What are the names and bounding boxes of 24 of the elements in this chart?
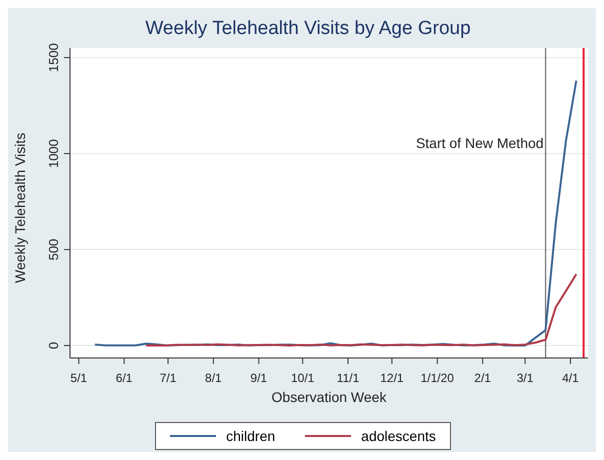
y-tick-label: 1500 bbox=[46, 43, 61, 72]
y-tick-label: 500 bbox=[46, 238, 61, 260]
chart-title: Weekly Telehealth Visits by Age Group bbox=[145, 18, 471, 39]
x-tick-label: 6/1 bbox=[116, 371, 133, 385]
y-tick-label: 0 bbox=[46, 342, 61, 350]
x-tick-label: 5/1 bbox=[70, 371, 88, 385]
line-series bbox=[145, 273, 578, 347]
x-axis-title: Observation Week bbox=[272, 389, 388, 405]
legend-label: adolescents bbox=[360, 428, 436, 444]
x-tick-label: 1/1/20 bbox=[420, 371, 454, 385]
x-tick-label: 11/1 bbox=[336, 371, 360, 385]
x-tick-label: 7/1 bbox=[160, 371, 177, 385]
x-tick-label: 12/1 bbox=[380, 371, 404, 385]
x-tick-label: 9/1 bbox=[250, 371, 268, 385]
line-series bbox=[94, 80, 578, 347]
x-tick-label: 8/1 bbox=[205, 371, 222, 385]
x-tick-label: 3/1 bbox=[516, 371, 534, 385]
y-axis-title: Weekly Telehealth Visits bbox=[12, 132, 28, 283]
legend-label: children bbox=[225, 428, 276, 444]
x-tick-label: 10/1 bbox=[290, 371, 315, 385]
x-tick-label: 2/1 bbox=[474, 371, 492, 385]
y-tick-label: 1000 bbox=[46, 139, 61, 168]
ref-line-label: Start of New Method bbox=[416, 135, 544, 151]
x-tick-label: 4/1 bbox=[562, 371, 580, 385]
